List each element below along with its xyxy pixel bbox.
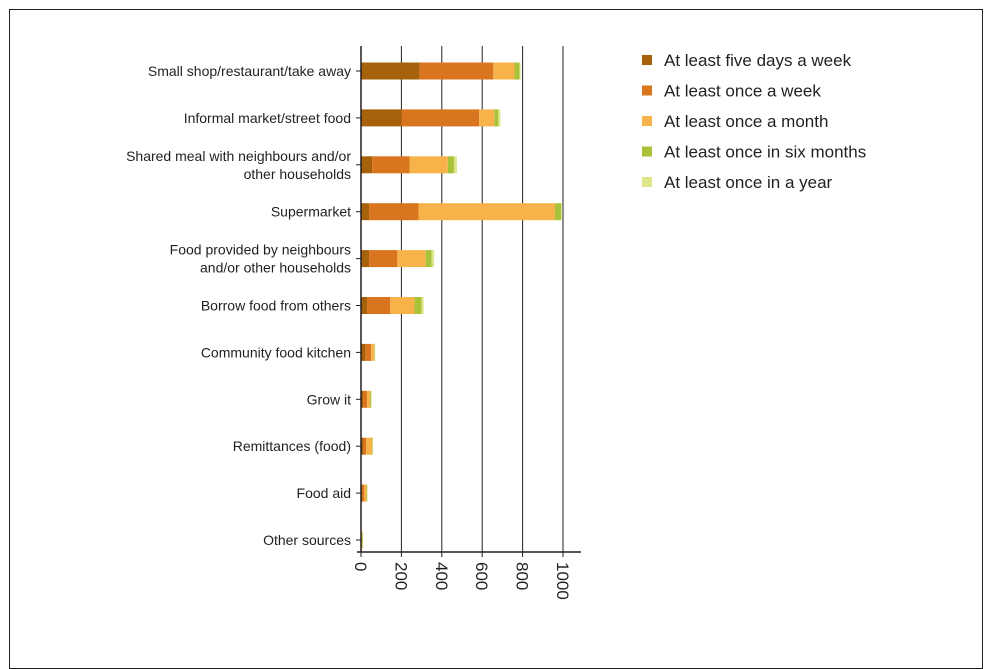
bar-segment [555,203,561,220]
bar-segment [520,63,521,80]
stacked-bar-chart: Small shop/restaurant/take away Informal … [10,10,982,646]
bar-segment [369,250,397,267]
x-tick-label: 0 [351,562,370,571]
bar-segment [370,391,371,408]
bars [361,63,562,549]
bar-segment [373,438,374,455]
category-label: Supermarket [271,204,351,220]
bar-segment [426,250,432,267]
chart-frame: Small shop/restaurant/take away Informal … [9,9,983,669]
bar-segment [422,297,424,314]
bar-segment [369,203,418,220]
bar-segment [371,344,374,361]
x-tick-label: 800 [513,562,532,590]
bar-segment [367,485,368,502]
category-label: Shared meal with neighbours and/or other … [126,148,351,182]
category-labels: Small shop/restaurant/take away Informal … [126,63,351,548]
bar-segment [362,532,363,549]
legend: At least five days a week At least once a… [642,51,866,192]
bar-segment [432,250,434,267]
category-label: Food provided by neighbours and/or other … [170,242,351,276]
bar-segment [479,109,494,126]
x-tick-label: 200 [391,562,410,590]
legend-swatch [642,55,652,65]
bar-segment [362,485,364,502]
bar-segment [409,156,447,173]
legend-label: At least five days a week [664,51,852,70]
bar-segment [365,344,371,361]
bar-segment [397,250,425,267]
category-label: Borrow food from others [201,298,351,314]
bar-segment [420,63,494,80]
bar-segment [361,250,369,267]
bar-segment [493,63,514,80]
bar-segment [498,109,500,126]
category-label: Community food kitchen [201,344,351,360]
bar-segment [372,156,409,173]
bar-segment [361,203,369,220]
legend-swatch [642,86,652,96]
bar-segment [448,156,454,173]
x-tick-label: 600 [472,562,491,590]
bar-segment [366,438,372,455]
category-label: Small shop/restaurant/take away [148,63,351,79]
bar-segment [375,344,376,361]
bar-segment [390,297,414,314]
category-label: Food aid [297,485,351,501]
legend-label: At least once in a year [664,173,833,192]
bar-segment [363,438,366,455]
legend-swatch [642,177,652,187]
legend-swatch [642,116,652,126]
bar-segment [361,109,401,126]
legend-label: At least once a month [664,112,828,131]
x-tick-label: 1000 [553,562,572,600]
bar-segment [361,156,372,173]
bar-segment [367,297,390,314]
bar-segment [371,391,372,408]
bar-segment [419,203,555,220]
legend-label: At least once in six months [664,143,866,162]
bar-segment [515,63,520,80]
legend-label: At least once a week [664,82,821,101]
bar-segment [364,485,366,502]
bar-segment [494,109,498,126]
category-label: Remittances (food) [233,438,351,454]
bar-segment [361,63,420,80]
bar-segment [415,297,422,314]
x-tick-labels: 0 200 400 600 800 1000 [351,562,572,600]
category-label: Other sources [263,532,351,548]
bar-segment [361,297,367,314]
legend-swatch [642,147,652,157]
category-label: Informal market/street food [184,110,351,126]
x-tick-label: 400 [432,562,451,590]
bar-segment [561,203,562,220]
bar-segment [367,391,370,408]
bar-segment [374,344,375,361]
category-label: Grow it [307,391,351,407]
bar-segment [366,485,367,502]
bar-segment [363,391,367,408]
bar-segment [454,156,457,173]
bar-segment [401,109,479,126]
